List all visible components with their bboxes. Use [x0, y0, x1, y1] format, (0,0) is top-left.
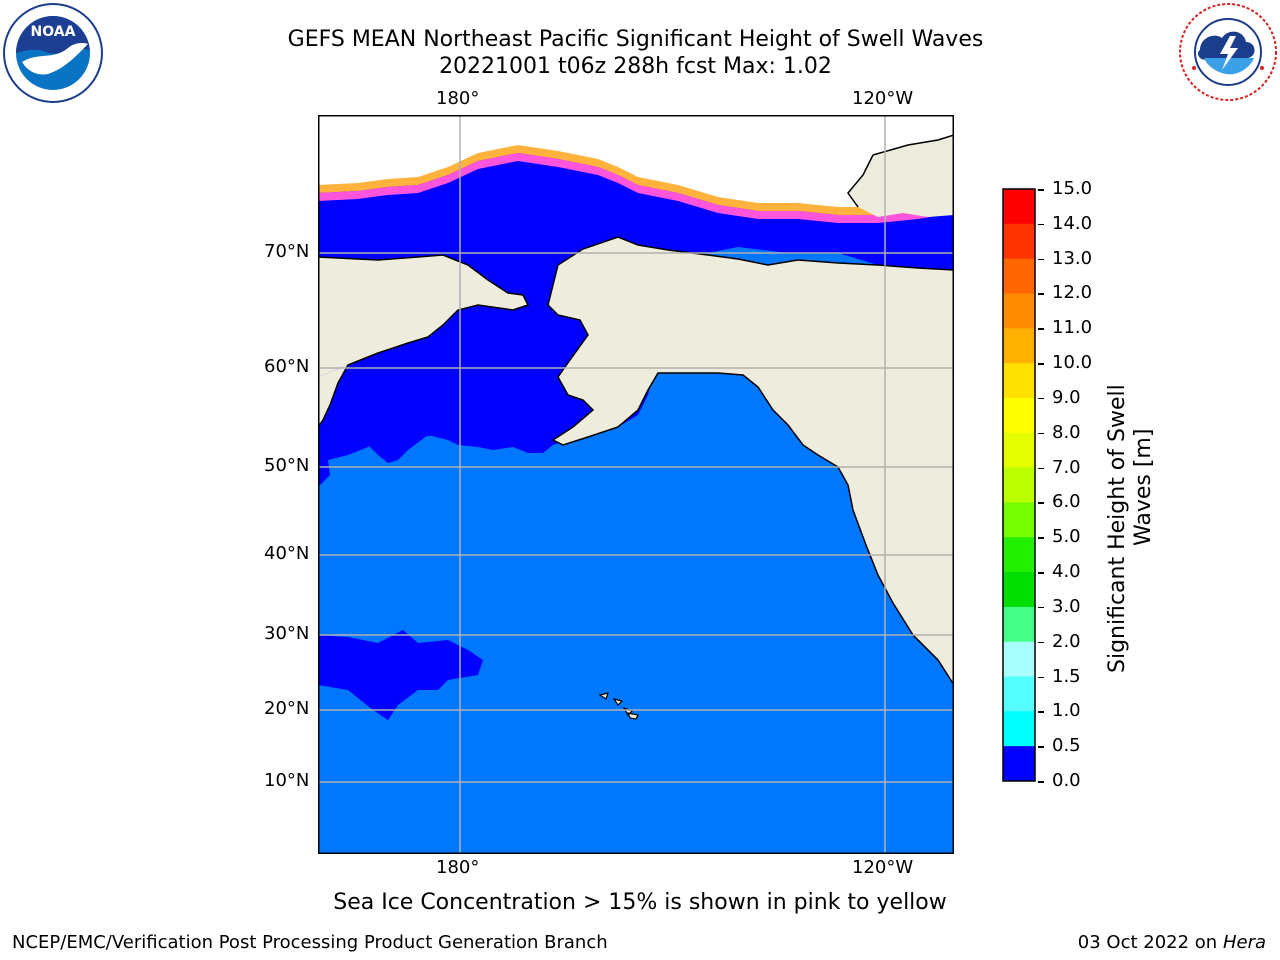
colorbar-segment	[1003, 397, 1035, 434]
colorbar-tick-mark	[1038, 502, 1044, 504]
colorbar-frame	[1002, 188, 1036, 782]
arctic-islands-coast	[847, 134, 954, 208]
lat-label-70n: 70°N	[264, 241, 310, 262]
colorbar-label-line2: Waves [m]	[1131, 429, 1156, 546]
colorbar-tick-mark	[1038, 746, 1044, 748]
west-pacific-low-swell-north	[318, 365, 543, 465]
arctic-islands-land	[848, 135, 954, 217]
colorbar-tick-mark	[1038, 293, 1044, 295]
colorbar-ticks: 15.0 14.0 13.0 12.0 11.0 10.0 9.0 8.0 7.0 6.0 5.0 4…	[1038, 179, 1108, 791]
colorbar-tick-label: 5.0	[1052, 526, 1081, 548]
colorbar-tick-label: 11.0	[1052, 317, 1093, 339]
lon-label-bottom-180: 180°	[436, 857, 480, 878]
graticule	[318, 115, 954, 854]
colorbar-tick-mark	[1038, 363, 1044, 365]
colorbar-segment	[1003, 537, 1035, 573]
coastlines	[318, 236, 954, 686]
footer-branch: NCEP/EMC/Verification Post Processing Pr…	[12, 932, 608, 953]
map-panel	[318, 115, 954, 858]
colorbar-tick-label: 6.0	[1052, 491, 1081, 513]
colorbar-tick-label: 0.5	[1052, 735, 1081, 757]
colorbar-segment	[1003, 432, 1035, 469]
colorbar-segment	[1003, 676, 1035, 712]
map-frame	[318, 115, 954, 854]
footer-date: 03 Oct 2022 on	[1077, 932, 1218, 953]
colorbar-segment	[1003, 711, 1035, 747]
lon-label-top-120w: 120°W	[852, 88, 914, 109]
colorbar-tick-label: 1.5	[1052, 665, 1081, 687]
colorbar-tick-mark	[1038, 781, 1044, 783]
colorbar-segment	[1003, 606, 1035, 643]
colorbar-segment	[1003, 223, 1035, 260]
colorbar-tick-mark	[1038, 641, 1044, 644]
colorbar-segment	[1003, 641, 1035, 678]
colorbar-tick-label: 13.0	[1052, 247, 1093, 269]
lat-label-60n: 60°N	[264, 356, 310, 377]
sea-ice-edge	[318, 153, 954, 223]
siberia-land	[318, 255, 528, 377]
colorbar-tick-label: 10.0	[1052, 352, 1093, 374]
colorbar-tick-mark	[1038, 711, 1044, 713]
colorbar-tick-label: 0.0	[1052, 770, 1081, 791]
noaa-logo-text: NOAA	[31, 24, 76, 40]
colorbar-tick-mark	[1038, 676, 1044, 679]
lat-label-20n: 20°N	[264, 698, 310, 719]
footer-host: Hera	[1222, 932, 1266, 953]
colorbar-tick-mark	[1038, 258, 1044, 261]
colorbar-tick-label: 15.0	[1052, 178, 1093, 199]
colorbar-tick-label: 1.0	[1052, 700, 1081, 722]
noaa-logo: NOAA	[2, 2, 104, 104]
hawaii-islands	[598, 692, 639, 720]
colorbar-tick-label: 9.0	[1052, 386, 1081, 408]
colorbar-segment	[1003, 328, 1035, 364]
lat-label-30n: 30°N	[264, 623, 310, 644]
colorbar-label-line1: Significant Height of Swell	[1105, 384, 1130, 673]
colorbar-tick-label: 14.0	[1052, 212, 1093, 234]
colorbar-segment	[1003, 467, 1035, 503]
lat-label-50n: 50°N	[264, 455, 310, 476]
colorbar-tick-mark	[1038, 467, 1044, 470]
colorbar-tick-label: 2.0	[1052, 630, 1081, 652]
lat-label-10n: 10°N	[264, 770, 310, 791]
colorbar-segment	[1003, 746, 1035, 782]
colorbar-segment	[1003, 502, 1035, 538]
lon-label-top-180: 180°	[436, 88, 480, 109]
colorbar-tick-mark	[1038, 606, 1044, 609]
colorbar-segment	[1003, 572, 1035, 608]
colorbar-tick-mark	[1038, 328, 1044, 330]
colorbar-segment	[1003, 258, 1035, 294]
arctic-ice-core	[318, 115, 954, 207]
map-subtitle: 20221001 t06z 288h fcst Max: 1.02	[439, 54, 832, 79]
lat-label-40n: 40°N	[264, 543, 310, 564]
colorbar-label: Significant Height of Swell Waves [m]	[1100, 188, 1160, 782]
colorbar-tick-label: 8.0	[1052, 421, 1081, 443]
colorbar-tick-label: 3.0	[1052, 595, 1081, 617]
colorbar-tick-mark	[1038, 397, 1044, 400]
map-title: GEFS MEAN Northeast Pacific Significant …	[287, 27, 984, 52]
colorbar-tick-mark	[1038, 223, 1044, 226]
colorbar	[1002, 188, 1036, 786]
north-america-land	[548, 237, 954, 685]
colorbar-tick-label: 12.0	[1052, 282, 1093, 304]
footer-date-host: 03 Oct 2022 on Hera	[1078, 932, 1266, 953]
nws-logo	[1178, 2, 1278, 102]
colorbar-tick-mark	[1038, 572, 1044, 574]
sea-ice-note: Sea Ice Concentration > 15% is shown in …	[333, 890, 947, 915]
colorbar-tick-mark	[1038, 537, 1044, 539]
colorbar-tick-mark	[1038, 189, 1044, 191]
colorbar-tick-mark	[1038, 432, 1044, 435]
colorbar-segment	[1003, 293, 1035, 329]
colorbar-segment	[1003, 189, 1035, 225]
subtropical-low-swell	[318, 630, 483, 720]
colorbar-tick-label: 7.0	[1052, 456, 1081, 478]
west-pacific-low-swell-50n	[318, 425, 336, 487]
lon-label-bottom-120w: 120°W	[852, 857, 914, 878]
colorbar-segment	[1003, 363, 1035, 399]
colorbar-tick-label: 4.0	[1052, 561, 1081, 583]
